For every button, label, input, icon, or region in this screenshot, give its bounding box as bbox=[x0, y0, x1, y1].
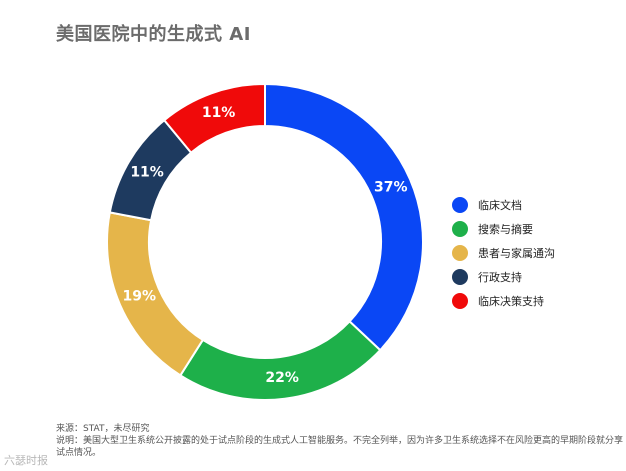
legend-item-5: 临床决策支持 bbox=[452, 289, 555, 313]
chart-title: 美国医院中的生成式 AI bbox=[56, 24, 251, 45]
legend-item-4: 行政支持 bbox=[452, 265, 555, 289]
legend-swatch bbox=[452, 197, 468, 213]
donut-slice-1 bbox=[264, 82, 424, 352]
donut-slice-5 bbox=[162, 82, 266, 155]
slice-value-label-3: 19% bbox=[123, 288, 157, 304]
legend-item-2: 搜索与摘要 bbox=[452, 217, 555, 241]
legend-label: 临床文档 bbox=[478, 199, 522, 212]
legend-label: 行政支持 bbox=[478, 271, 522, 284]
legend-label: 患者与家属通沟 bbox=[478, 247, 555, 260]
legend-swatch bbox=[452, 269, 468, 285]
slice-value-label-2: 22% bbox=[265, 370, 299, 386]
legend-item-3: 患者与家属通沟 bbox=[452, 241, 555, 265]
explanation-note: 说明：美国大型卫生系统公开披露的处于试点阶段的生成式人工智能服务。不完全列举，因… bbox=[56, 436, 624, 458]
legend-label: 搜索与摘要 bbox=[478, 223, 533, 236]
legend-label: 临床决策支持 bbox=[478, 295, 544, 308]
slice-value-label-5: 11% bbox=[202, 105, 236, 121]
chart-notes: 来源：STAT，未尽研究 说明：美国大型卫生系统公开披露的处于试点阶段的生成式人… bbox=[56, 423, 626, 459]
legend-swatch bbox=[452, 221, 468, 237]
legend-swatch bbox=[452, 245, 468, 261]
source-note: 来源：STAT，未尽研究 bbox=[56, 424, 150, 434]
slice-value-label-4: 11% bbox=[130, 164, 164, 180]
legend-swatch bbox=[452, 293, 468, 309]
watermark: 六瑟时报 bbox=[4, 454, 48, 467]
chart-legend: 临床文档搜索与摘要患者与家属通沟 行政支持临床决策支持 bbox=[452, 193, 555, 313]
slice-value-label-1: 37% bbox=[374, 180, 408, 196]
donut-slice-2 bbox=[178, 319, 382, 401]
legend-item-1: 临床文档 bbox=[452, 193, 555, 217]
